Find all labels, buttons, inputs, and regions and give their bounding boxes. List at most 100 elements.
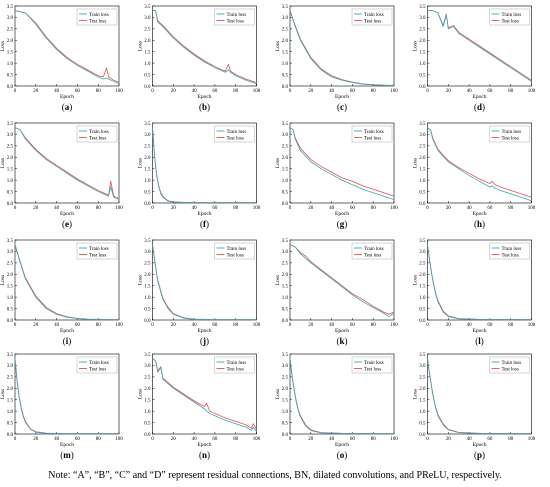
x-tick-label: 100 (528, 323, 536, 328)
legend-entry: Train loss (89, 13, 109, 18)
x-tick-label: 0 (14, 437, 17, 442)
y-tick-label: 3.5 (144, 5, 151, 10)
x-axis-label: Epoch (472, 94, 486, 100)
x-tick-label: 20 (33, 437, 39, 442)
y-tick-label: 3.0 (7, 16, 14, 21)
x-tick-label: 20 (446, 89, 452, 94)
y-tick-label: 2.5 (144, 145, 151, 150)
panel-label: (h) (474, 219, 485, 229)
y-tick-label: 2.5 (419, 376, 426, 381)
y-tick-label: 0.5 (7, 190, 14, 195)
panel-label: (c) (337, 102, 347, 112)
y-tick-label: 0.5 (144, 73, 151, 78)
y-tick-label: 1.0 (419, 410, 426, 415)
x-tick-label: 60 (350, 323, 356, 328)
y-tick-label: 1.0 (282, 62, 289, 67)
y-tick-label: 2.0 (419, 156, 426, 161)
x-tick-label: 60 (212, 323, 218, 328)
y-tick-label: 1.5 (144, 399, 151, 404)
legend-entry: Test loss (364, 367, 381, 372)
x-tick-label: 60 (487, 89, 493, 94)
x-tick-label: 0 (14, 206, 17, 211)
chart-panel: 0.0 0.5 1.0 1.5 2.0 2.5 3.0 3.5 0 20 40 60 80 100 Epoc… (138, 5, 261, 112)
y-tick-label: 1.0 (144, 296, 151, 301)
x-tick-label: 40 (329, 206, 335, 211)
legend-entry: Test loss (227, 136, 244, 141)
y-axis-label: Loss (275, 389, 281, 399)
x-tick-label: 100 (528, 89, 536, 94)
x-tick-label: 80 (96, 437, 102, 442)
legend-entry: Test loss (227, 19, 244, 24)
y-axis-label: Loss (275, 158, 281, 168)
y-axis-label: Loss (138, 41, 144, 51)
x-tick-label: 20 (308, 89, 314, 94)
panel-label: (a) (62, 102, 73, 112)
legend-entry: Test loss (502, 136, 519, 141)
y-tick-label: 0.5 (7, 73, 14, 78)
x-tick-label: 20 (33, 206, 39, 211)
x-axis-label: Epoch (197, 442, 211, 448)
x-axis-label: Epoch (197, 94, 211, 100)
y-tick-label: 3.0 (282, 16, 289, 21)
legend-box (214, 242, 255, 260)
legend-entry: Test loss (89, 136, 106, 141)
x-axis-label: Epoch (472, 328, 486, 334)
x-axis-label: Epoch (60, 211, 74, 217)
y-tick-label: 1.5 (282, 285, 289, 290)
y-tick-label: 1.5 (144, 51, 151, 56)
test-loss-line (14, 127, 120, 199)
y-tick-label: 1.5 (282, 51, 289, 56)
y-axis-label: Loss (138, 389, 144, 399)
legend-box (351, 8, 393, 26)
y-tick-label: 2.0 (7, 156, 14, 161)
x-tick-label: 100 (390, 437, 398, 442)
chart-panel: 0.0 0.5 1.0 1.5 2.0 2.5 3.0 3.5 0 20 40 60 80 100 Epoc… (275, 353, 398, 460)
chart-panel: 0.0 0.5 1.0 1.5 2.0 2.5 3.0 3.5 0 20 40 60 80 100 Epoc… (275, 122, 398, 229)
legend-entry: Train loss (89, 130, 109, 135)
y-axis-label: Loss (413, 41, 419, 51)
x-axis-label: Epoch (335, 328, 349, 334)
legend-box (351, 356, 393, 374)
y-tick-label: 3.5 (7, 5, 14, 10)
x-tick-label: 20 (33, 89, 39, 94)
x-tick-label: 0 (289, 206, 292, 211)
x-axis-label: Epoch (335, 211, 349, 217)
y-tick-label: 0.0 (419, 433, 426, 438)
y-tick-label: 1.0 (7, 62, 14, 67)
y-tick-label: 2.5 (144, 376, 151, 381)
x-tick-label: 100 (115, 206, 123, 211)
y-axis-label: Loss (275, 41, 281, 51)
y-tick-label: 3.0 (7, 250, 14, 255)
x-tick-label: 60 (487, 206, 493, 211)
y-tick-label: 0.0 (7, 85, 14, 90)
y-axis-label: Loss (413, 389, 419, 399)
y-tick-label: 0.0 (282, 85, 289, 90)
y-tick-label: 0.0 (419, 319, 426, 324)
y-tick-label: 1.5 (144, 285, 151, 290)
train-loss-line (427, 127, 532, 202)
y-tick-label: 3.0 (7, 133, 14, 138)
y-tick-label: 2.5 (7, 28, 14, 33)
legend-entry: Train loss (227, 13, 247, 18)
legend-box (214, 8, 255, 26)
x-tick-label: 40 (54, 89, 60, 94)
y-tick-label: 1.5 (419, 285, 426, 290)
x-tick-label: 80 (233, 323, 239, 328)
y-tick-label: 1.0 (282, 179, 289, 184)
y-tick-label: 0.0 (144, 202, 151, 207)
y-tick-label: 2.0 (419, 387, 426, 392)
x-tick-label: 60 (212, 437, 218, 442)
y-tick-label: 2.5 (144, 262, 151, 267)
x-tick-label: 80 (508, 437, 514, 442)
x-tick-label: 100 (390, 323, 398, 328)
legend-box (351, 125, 393, 143)
y-tick-label: 3.0 (419, 16, 426, 21)
y-tick-label: 1.0 (7, 296, 14, 301)
y-tick-label: 1.0 (7, 179, 14, 184)
legend-entry: Test loss (364, 253, 381, 258)
y-tick-label: 0.0 (282, 433, 289, 438)
y-tick-label: 0.5 (419, 307, 426, 312)
legend-entry: Test loss (502, 253, 519, 258)
panel-label: (j) (200, 336, 209, 346)
x-tick-label: 60 (350, 437, 356, 442)
